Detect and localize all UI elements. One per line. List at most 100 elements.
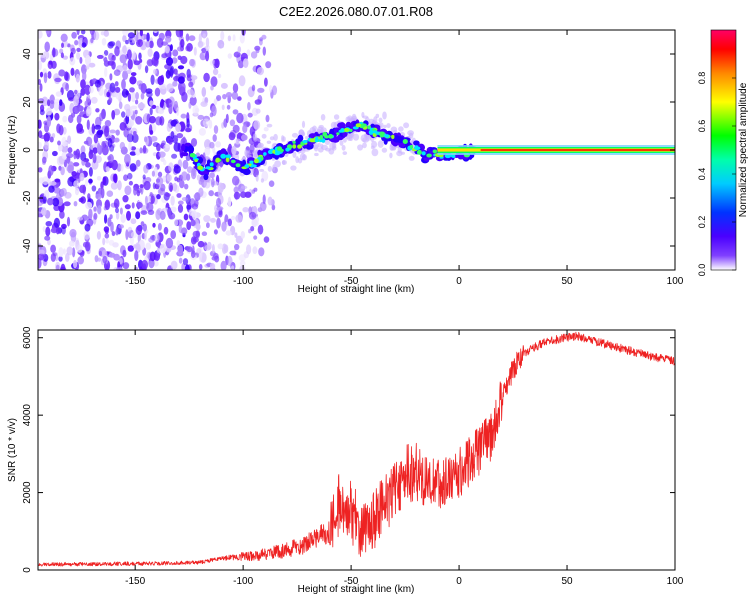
spectrogram-noise-blob <box>122 34 127 43</box>
spectrogram-noise-blob <box>172 49 179 57</box>
spectrogram-noise-blob <box>216 95 222 101</box>
spectrogram-noise-blob <box>258 247 265 257</box>
spectrogram-noise-blob <box>58 143 63 152</box>
spectrogram-noise-blob <box>156 176 164 186</box>
spectrogram-noise-blob <box>96 176 102 181</box>
spectrogram-halo-blob <box>253 136 258 142</box>
spectrogram-noise-blob <box>146 202 154 213</box>
spectrogram-noise-blob <box>237 96 242 101</box>
spectrogram-noise-blob <box>38 60 42 71</box>
spectrogram-noise-blob <box>188 209 194 216</box>
spectrogram-noise-blob <box>241 134 248 141</box>
spectrogram-noise-blob <box>253 187 258 192</box>
spectrogram-noise-blob <box>135 92 140 100</box>
spectrogram-noise-blob <box>83 230 91 240</box>
spectrogram-noise-blob <box>98 250 103 257</box>
spectrogram-noise-blob <box>139 147 143 154</box>
spectrogram-halo-blob <box>328 148 335 155</box>
spectrogram-noise-blob <box>167 136 173 145</box>
spectrogram-noise-blob <box>165 35 172 43</box>
spectrogram-noise-blob <box>125 108 131 117</box>
spectrogram-noise-blob <box>50 252 56 262</box>
spectrogram-noise-blob <box>89 30 95 36</box>
spectrogram-noise-blob <box>209 250 216 257</box>
spectrogram-noise-blob <box>128 141 132 152</box>
spectrogram-noise-blob <box>85 179 88 187</box>
tone-band-core <box>480 149 675 151</box>
spectrogram-noise-blob <box>58 69 66 77</box>
spectrogram-noise-blob <box>263 127 269 132</box>
spectrogram-halo-blob <box>253 153 259 158</box>
spectrogram-noise-blob <box>121 88 129 98</box>
spectrogram-halo-blob <box>342 151 348 156</box>
spectrogram-noise-blob <box>38 78 41 86</box>
spectrogram-ridge-core <box>244 164 250 168</box>
spectrogram-halo-blob <box>361 111 365 118</box>
spectrogram-noise-blob <box>153 69 157 75</box>
spectrogram-noise-blob <box>113 69 121 76</box>
spectrogram-noise-blob <box>76 125 80 134</box>
spectrogram-noise-blob <box>39 71 44 78</box>
spectrogram-noise-blob <box>41 207 47 216</box>
spectrogram-noise-blob <box>115 86 121 93</box>
spectrogram-noise-blob <box>222 94 227 100</box>
spectrogram-noise-blob <box>38 252 45 261</box>
spectrogram-noise-blob <box>195 223 201 231</box>
spectrogram-halo-blob <box>240 185 248 190</box>
spectrogram-noise-blob <box>94 80 102 88</box>
spectrogram-noise-blob <box>175 30 183 38</box>
spectrogram-noise-blob <box>191 75 198 81</box>
spectrogram-noise-blob <box>88 208 93 220</box>
spectrogram-noise-blob <box>181 197 188 201</box>
spectrogram-y-tick-label: 0 <box>22 147 33 153</box>
spectrogram-noise-blob <box>153 260 159 267</box>
spectrogram-noise-blob <box>210 217 216 223</box>
spectrogram-noise-blob <box>220 43 224 49</box>
spectrogram-noise-blob <box>139 184 144 189</box>
spectrogram-noise-blob <box>267 196 273 206</box>
spectrogram-ridge-core <box>426 153 432 158</box>
spectrogram-halo-blob <box>256 144 263 149</box>
spectrogram-noise-blob <box>53 101 59 112</box>
spectrogram-noise-blob <box>38 167 43 173</box>
spectrogram-noise-blob <box>122 262 130 270</box>
spectrogram-noise-blob <box>73 201 78 207</box>
spectrogram-noise-blob <box>67 147 73 154</box>
spectrogram-noise-blob <box>75 73 80 83</box>
spectrogram-noise-blob <box>124 153 131 165</box>
spectrogram-noise-blob <box>166 174 172 182</box>
spectrogram-noise-blob <box>117 180 122 191</box>
spectrogram-noise-blob <box>195 230 200 239</box>
spectrogram-ridge-core <box>263 152 267 156</box>
spectrogram-noise-blob <box>111 110 116 120</box>
spectrogram-halo-blob <box>321 144 328 151</box>
spectrogram-ridge-core <box>328 133 333 139</box>
spectrogram-halo-blob <box>281 135 285 142</box>
spectrogram-y-tick-label: 20 <box>22 96 33 108</box>
spectrogram-noise-blob <box>144 195 148 205</box>
spectrogram-noise-blob <box>227 218 232 227</box>
spectrogram-x-tick-label: 0 <box>456 276 462 287</box>
spectrogram-noise-blob <box>76 114 82 124</box>
spectrogram-noise-blob <box>269 85 273 93</box>
spectrogram-noise-blob <box>233 51 241 58</box>
spectrogram-noise-blob <box>206 222 210 229</box>
spectrogram-noise-blob <box>47 99 51 107</box>
spectrogram-noise-blob <box>128 180 133 186</box>
spectrogram-ridge-core <box>249 160 254 164</box>
spectrogram-noise-blob <box>209 112 214 118</box>
spectrogram-noise-blob <box>101 141 106 149</box>
spectrogram-noise-blob <box>133 186 137 196</box>
spectrogram-noise-blob <box>149 251 156 262</box>
spectrogram-noise-blob <box>142 223 147 232</box>
spectrogram-noise-blob <box>96 129 104 136</box>
spectrogram-noise-blob <box>49 100 55 109</box>
spectrogram-noise-blob <box>131 91 136 103</box>
spectrogram-noise-blob <box>242 58 249 68</box>
spectrogram-ridge-blob <box>187 145 195 154</box>
spectrogram-halo-blob <box>403 122 410 129</box>
spectrogram-noise-blob <box>265 114 270 123</box>
spectrogram-noise-blob <box>57 140 61 146</box>
spectrogram-halo-blob <box>266 140 272 144</box>
spectrogram-noise-blob <box>90 37 94 44</box>
